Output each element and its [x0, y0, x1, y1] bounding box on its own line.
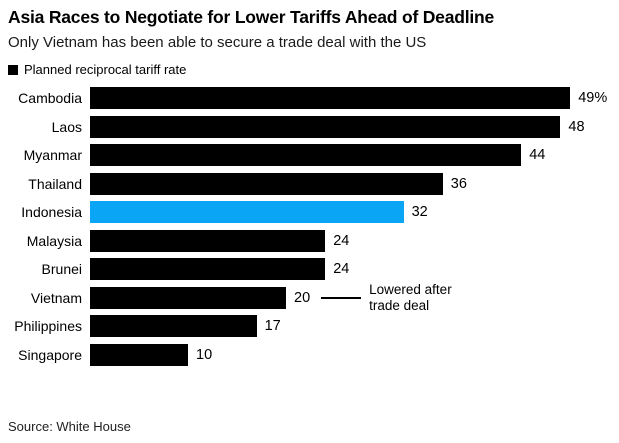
category-label: Malaysia	[26, 232, 82, 249]
category-label: Laos	[51, 118, 82, 135]
bar	[90, 258, 326, 280]
bar-row: Brunei 24	[0, 258, 619, 280]
bar-row: Cambodia 49%	[0, 87, 619, 109]
bar-row: Philippines 17	[0, 315, 619, 337]
category-label: Philippines	[14, 318, 82, 334]
bar	[90, 343, 188, 366]
bar-row: Indonesia 32	[0, 201, 619, 223]
annotation-connector-line	[321, 296, 362, 299]
bar	[90, 144, 522, 166]
bar-row: Vietnam 20 Lowered after trade deal	[0, 282, 619, 312]
chart-subtitle: Only Vietnam has been able to secure a t…	[8, 34, 427, 51]
legend-swatch-icon	[8, 64, 18, 75]
legend: Planned reciprocal tariff rate	[8, 62, 186, 77]
bar-chart: Cambodia 49% Laos 48 Myanmar 44 Thailand 36 Indo…	[0, 87, 619, 372]
bar-row: Myanmar 44	[0, 144, 619, 166]
bar	[90, 87, 571, 109]
chart-title: Asia Races to Negotiate for Lower Tariff…	[8, 7, 495, 27]
category-label: Myanmar	[23, 147, 82, 163]
category-label: Brunei	[41, 261, 82, 277]
value-label: 20	[294, 289, 311, 306]
bar-row: Thailand 36	[0, 172, 619, 195]
value-label: 44	[529, 147, 546, 163]
value-label: 36	[450, 175, 467, 192]
value-label: 17	[264, 318, 281, 334]
bar	[90, 315, 257, 337]
bar-row: Laos 48	[0, 115, 619, 138]
annotation-text: Lowered after trade deal	[369, 282, 452, 312]
value-label: 24	[333, 261, 350, 277]
bar	[90, 115, 561, 138]
annotation-line1: Lowered after	[369, 282, 452, 298]
annotation-line2: trade deal	[369, 297, 430, 313]
value-label: 24	[333, 232, 350, 249]
bar	[90, 172, 443, 195]
bar-highlighted	[90, 201, 404, 223]
bar	[90, 229, 326, 252]
value-label: 10	[196, 346, 213, 363]
value-label: 32	[411, 204, 428, 220]
value-label: 49%	[578, 90, 608, 106]
bar-row: Singapore 10	[0, 343, 619, 366]
category-label: Singapore	[18, 346, 82, 363]
category-label: Vietnam	[30, 289, 82, 306]
bar-row: Malaysia 24	[0, 229, 619, 252]
legend-label: Planned reciprocal tariff rate	[24, 62, 187, 77]
bar	[90, 286, 286, 309]
source-note: Source: White House	[8, 419, 131, 434]
category-label: Indonesia	[21, 204, 82, 220]
category-label: Cambodia	[18, 90, 82, 106]
value-label: 48	[568, 118, 585, 135]
category-label: Thailand	[28, 175, 82, 192]
